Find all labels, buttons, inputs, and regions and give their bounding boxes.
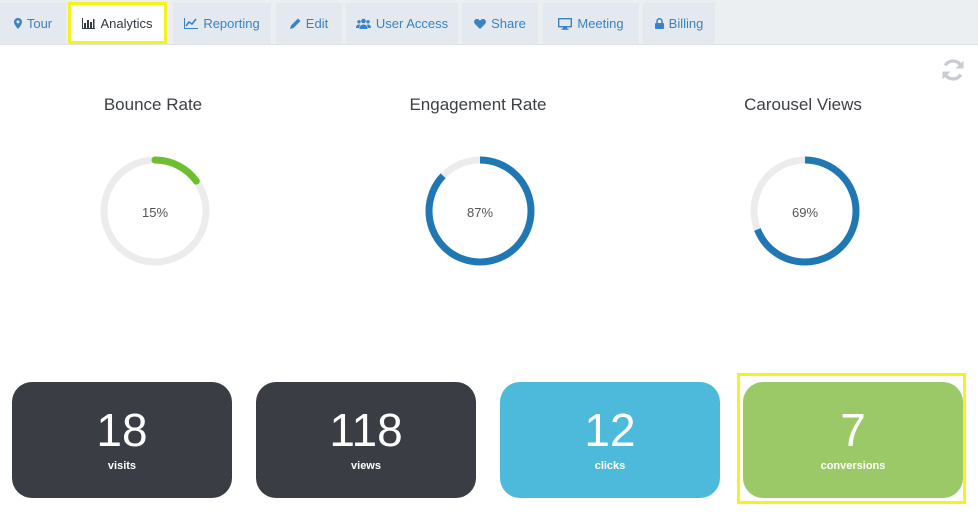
tab-billing[interactable]: Billing xyxy=(643,3,715,44)
carousel-views-title: Carousel Views xyxy=(744,95,862,114)
conversions-label: conversions xyxy=(820,460,886,472)
views-label: views xyxy=(351,460,381,472)
gauge-arc xyxy=(750,156,860,266)
views-card: 118 views xyxy=(256,382,476,498)
tab-bar: Tour Analytics Reporting Edit User Acces… xyxy=(0,0,978,45)
visits-card: 18 visits xyxy=(12,382,232,498)
views-count: 118 xyxy=(329,404,403,456)
users-icon xyxy=(355,18,371,29)
tab-label: User Access xyxy=(375,16,449,31)
monitor-icon xyxy=(558,17,573,30)
tab-label: Analytics xyxy=(100,15,153,31)
bounce-rate-value: 15% xyxy=(141,205,169,220)
tab-label: Billing xyxy=(668,16,704,31)
tab-user-access[interactable]: User Access xyxy=(346,3,458,44)
tab-label: Meeting xyxy=(577,16,624,31)
clicks-label: clicks xyxy=(594,460,626,472)
gauge-arc xyxy=(100,156,210,266)
lock-icon xyxy=(654,18,664,29)
carousel-views-gauge xyxy=(750,156,860,266)
clicks-count: 12 xyxy=(584,404,636,456)
conversions-card: 7 conversions xyxy=(743,382,963,498)
pencil-icon xyxy=(289,18,301,29)
engagement-rate-gauge xyxy=(425,156,535,266)
conversions-count: 7 xyxy=(840,404,866,456)
conversions-highlight xyxy=(737,373,966,504)
engagement-rate-title: Engagement Rate xyxy=(409,95,547,114)
tab-reporting[interactable]: Reporting xyxy=(173,3,271,44)
tab-label: Tour xyxy=(26,16,53,31)
tab-label: Share xyxy=(491,16,526,31)
tab-share[interactable]: Share xyxy=(462,3,538,44)
bar-chart-icon xyxy=(82,17,96,29)
heart-icon xyxy=(474,19,487,29)
tab-label: Edit xyxy=(305,16,329,31)
line-chart-icon xyxy=(184,18,199,29)
tab-meeting[interactable]: Meeting xyxy=(543,3,639,44)
engagement-rate-value: 87% xyxy=(466,205,494,220)
tab-tour[interactable]: Tour xyxy=(0,3,66,44)
refresh-icon[interactable] xyxy=(940,57,966,83)
gauge-arc xyxy=(425,156,535,266)
map-marker-icon xyxy=(13,18,22,29)
visits-label: visits xyxy=(107,460,137,472)
tab-edit[interactable]: Edit xyxy=(276,3,342,44)
clicks-card: 12 clicks xyxy=(500,382,720,498)
bounce-rate-gauge xyxy=(100,156,210,266)
tab-analytics[interactable]: Analytics xyxy=(68,2,167,44)
bounce-rate-title: Bounce Rate xyxy=(103,95,203,114)
carousel-views-value: 69% xyxy=(791,205,819,220)
visits-count: 18 xyxy=(96,404,148,456)
tab-label: Reporting xyxy=(203,16,260,31)
